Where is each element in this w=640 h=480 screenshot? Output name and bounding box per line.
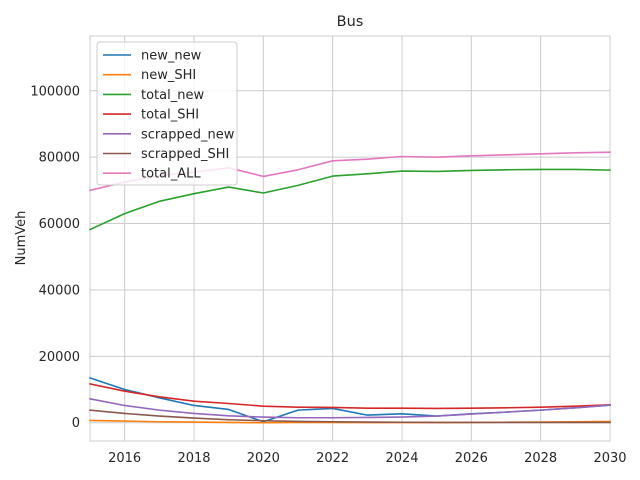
series-lines: [88, 151, 611, 424]
legend-label: scrapped_SHI: [141, 147, 229, 162]
y-tick-label: 40000: [39, 283, 80, 298]
x-tick-label: 2020: [247, 451, 280, 466]
y-axis-label: NumVeh: [14, 211, 29, 266]
y-tick-labels: 0 20000 40000 60000 80000 100000: [30, 84, 80, 431]
legend: new_new new_SHI total_new total_SHI scrapped…: [96, 41, 238, 186]
chart-title: Bus: [337, 14, 364, 30]
series-line-scrapped-shi: [89, 409, 611, 424]
x-tick-labels: 2016 2018 2020 2022 2024 2026 2028 2030: [108, 451, 626, 466]
y-tick-label: 80000: [39, 151, 80, 166]
y-tick-label: 100000: [30, 84, 80, 99]
legend-frame: [96, 41, 238, 186]
y-tick-label: 60000: [39, 217, 80, 232]
legend-label: new_new: [141, 49, 202, 64]
y-tick-label: 0: [72, 416, 80, 431]
legend-label: total_SHI: [141, 108, 199, 123]
legend-label: total_ALL: [141, 167, 201, 182]
legend-label: total_new: [141, 88, 204, 103]
x-tick-label: 2018: [177, 451, 210, 466]
x-tick-label: 2026: [455, 451, 488, 466]
plot-frame: [89, 35, 611, 442]
series-line-scrapped-new: [89, 397, 611, 419]
legend-label: scrapped_new: [141, 127, 235, 142]
legend-label: new_SHI: [141, 68, 196, 83]
series-line-total-shi: [89, 382, 611, 410]
x-tick-label: 2028: [524, 451, 557, 466]
x-tick-label: 2030: [593, 451, 626, 466]
x-tick-label: 2016: [108, 451, 141, 466]
x-tick-label: 2022: [316, 451, 349, 466]
x-tick-label: 2024: [385, 451, 418, 466]
series-line-total-new: [88, 168, 611, 231]
y-tick-label: 20000: [39, 350, 80, 365]
